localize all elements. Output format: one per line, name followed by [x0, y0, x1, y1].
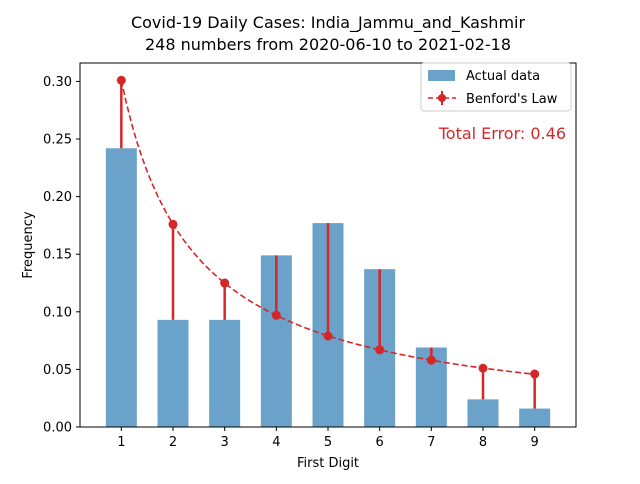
x-tick-label-8: 8: [479, 435, 487, 450]
x-tick-label-6: 6: [376, 435, 384, 450]
x-tick-label-2: 2: [169, 435, 177, 450]
y-axis-ticks: 0.00 0.05 0.10 0.15 0.20 0.25 0.30: [43, 75, 80, 436]
bar-digit-3: [209, 319, 241, 427]
legend: Actual data Benford's Law: [420, 62, 572, 112]
x-tick-label-3: 3: [221, 435, 229, 450]
x-tick-label-4: 4: [272, 435, 280, 450]
y-axis-label: Frequency: [21, 211, 36, 278]
benford-point-digit-2: [168, 219, 178, 229]
benford-point-digit-9: [530, 369, 540, 379]
legend-actual-label: Actual data: [466, 69, 540, 84]
benford-series-line: [120, 80, 535, 376]
legend-frame: [420, 62, 572, 112]
x-tick-label-5: 5: [324, 435, 332, 450]
x-axis-ticks: 1 2 3 4 5 6 7 8 9: [117, 427, 539, 450]
total-error-annotation: Total Error: 0.46: [438, 124, 566, 143]
error-bars-layer: [120, 80, 536, 409]
x-tick-label-1: 1: [117, 435, 125, 450]
benford-point-digit-3: [220, 278, 230, 288]
y-tick-label-0.15: 0.15: [43, 248, 72, 263]
benford-point-digit-6: [375, 345, 385, 355]
x-tick-label-9: 9: [531, 435, 539, 450]
y-tick-label-0.05: 0.05: [43, 363, 72, 378]
benford-point-digit-1: [116, 75, 126, 85]
bar-digit-8: [467, 399, 499, 427]
benford-point-digit-5: [323, 331, 333, 341]
y-tick-label-0.30: 0.30: [43, 75, 72, 90]
benford-point-digit-8: [478, 363, 488, 373]
chart-title: Covid-19 Daily Cases: India_Jammu_and_Ka…: [131, 13, 526, 33]
chart-subtitle: 248 numbers from 2020-06-10 to 2021-02-1…: [145, 35, 511, 54]
legend-benford-label: Benford's Law: [466, 92, 558, 107]
bar-digit-9: [519, 408, 551, 427]
y-tick-label-0.20: 0.20: [43, 190, 72, 205]
benford-point-digit-4: [271, 310, 281, 320]
y-tick-label-0.00: 0.00: [43, 421, 72, 436]
x-tick-label-7: 7: [427, 435, 435, 450]
y-tick-label-0.25: 0.25: [43, 133, 72, 148]
benford-point-digit-7: [426, 355, 436, 365]
y-tick-label-0.10: 0.10: [43, 305, 72, 320]
bar-digit-1: [105, 148, 137, 427]
benford-points-layer: [116, 75, 540, 379]
bars-layer: [105, 148, 551, 427]
legend-actual-swatch: [428, 70, 455, 81]
bar-digit-2: [157, 319, 189, 427]
x-axis-label: First Digit: [297, 456, 359, 471]
legend-benford-marker: [438, 94, 446, 102]
